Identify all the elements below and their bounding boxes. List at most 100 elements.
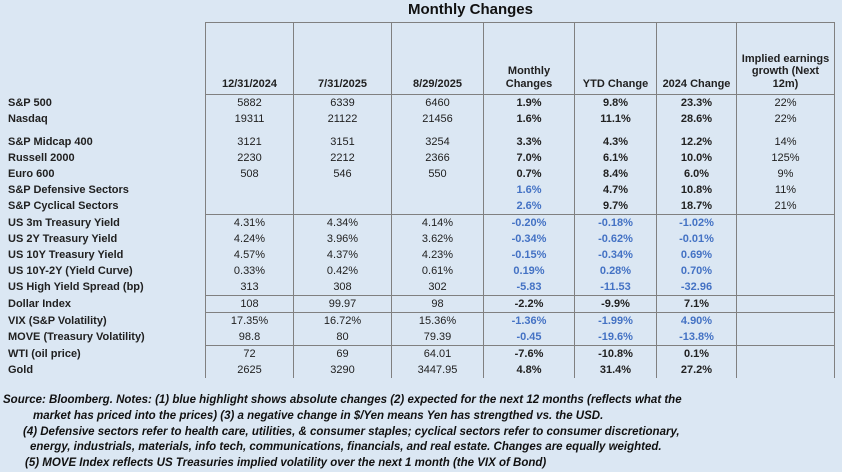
- cell: 3.3%: [483, 134, 574, 150]
- cell: [205, 198, 293, 215]
- cell: -13.8%: [656, 329, 736, 346]
- cell: [736, 346, 835, 362]
- column-header: 12/31/2024: [205, 22, 293, 95]
- cell: 1.6%: [483, 182, 574, 198]
- cell: -1.36%: [483, 313, 574, 329]
- cell: 1.9%: [483, 95, 574, 111]
- cell: 22%: [736, 95, 835, 111]
- cell: 23.3%: [656, 95, 736, 111]
- cell: 17.35%: [205, 313, 293, 329]
- row-label: US 10Y Treasury Yield: [8, 249, 124, 261]
- column-header: YTD Change: [574, 22, 656, 95]
- cell: -32.96: [656, 279, 736, 296]
- cell: 31.4%: [574, 362, 656, 378]
- cell: 2625: [205, 362, 293, 378]
- column-header: 7/31/2025: [293, 22, 391, 95]
- cell: 4.3%: [574, 134, 656, 150]
- cell: [736, 279, 835, 296]
- cell: -9.9%: [574, 296, 656, 313]
- cell: 6460: [391, 95, 483, 111]
- cell: 15.36%: [391, 313, 483, 329]
- row-label: S&P Midcap 400: [8, 136, 93, 148]
- cell: 0.7%: [483, 166, 574, 182]
- row-label: Russell 2000: [8, 152, 75, 164]
- cell: -0.34%: [483, 231, 574, 247]
- spacer-cell: [656, 127, 736, 134]
- cell: 18.7%: [656, 198, 736, 215]
- cell: 12.2%: [656, 134, 736, 150]
- row-label: MOVE (Treasury Volatility): [8, 331, 145, 343]
- cell: 4.23%: [391, 247, 483, 263]
- cell: 4.57%: [205, 247, 293, 263]
- cell: [293, 182, 391, 198]
- cell: -7.6%: [483, 346, 574, 362]
- cell: 4.7%: [574, 182, 656, 198]
- spacer-cell: [293, 127, 391, 134]
- cell: -0.15%: [483, 247, 574, 263]
- cell: 2230: [205, 150, 293, 166]
- spacer: [5, 127, 205, 134]
- row-label: S&P Cyclical Sectors: [8, 200, 119, 212]
- cell: 6339: [293, 95, 391, 111]
- column-header: Implied earnings growth (Next 12m): [736, 22, 835, 95]
- cell: 313: [205, 279, 293, 296]
- cell: 0.42%: [293, 263, 391, 279]
- spacer-cell: [574, 127, 656, 134]
- header-stub: [5, 22, 205, 95]
- cell: 2366: [391, 150, 483, 166]
- column-header: 2024 Change: [656, 22, 736, 95]
- cell: 508: [205, 166, 293, 182]
- cell: 2212: [293, 150, 391, 166]
- cell: 21456: [391, 111, 483, 127]
- cell: 4.90%: [656, 313, 736, 329]
- column-header: 8/29/2025: [391, 22, 483, 95]
- cell: 0.19%: [483, 263, 574, 279]
- cell: 9.7%: [574, 198, 656, 215]
- cell: 9.8%: [574, 95, 656, 111]
- cell: [736, 313, 835, 329]
- row-label: Nasdaq: [8, 113, 48, 125]
- row-label: WTI (oil price): [8, 348, 81, 360]
- row-label: US 2Y Treasury Yield: [8, 233, 118, 245]
- cell: 21122: [293, 111, 391, 127]
- cell: 72: [205, 346, 293, 362]
- cell: -0.34%: [574, 247, 656, 263]
- cell: 4.31%: [205, 215, 293, 231]
- cell: 4.24%: [205, 231, 293, 247]
- cell: [391, 198, 483, 215]
- chart-title: Monthly Changes: [407, 1, 533, 18]
- cell: 1.6%: [483, 111, 574, 127]
- cell: 7.0%: [483, 150, 574, 166]
- cell: [293, 198, 391, 215]
- row-label: VIX (S&P Volatility): [8, 315, 107, 327]
- spacer-cell: [736, 127, 835, 134]
- cell: 6.0%: [656, 166, 736, 182]
- cell: [736, 263, 835, 279]
- data-table: 12/31/2024 7/31/2025 8/29/2025 Monthly Chan…: [5, 22, 835, 378]
- cell: [391, 182, 483, 198]
- cell: 4.14%: [391, 215, 483, 231]
- cell: -0.62%: [574, 231, 656, 247]
- cell: 4.37%: [293, 247, 391, 263]
- cell: 0.70%: [656, 263, 736, 279]
- cell: [736, 296, 835, 313]
- cell: 4.8%: [483, 362, 574, 378]
- spacer-cell: [205, 127, 293, 134]
- cell: 98.8: [205, 329, 293, 346]
- cell: 21%: [736, 198, 835, 215]
- cell: 2.6%: [483, 198, 574, 215]
- cell: -0.20%: [483, 215, 574, 231]
- cell: 14%: [736, 134, 835, 150]
- cell: [736, 215, 835, 231]
- cell: 28.6%: [656, 111, 736, 127]
- cell: 80: [293, 329, 391, 346]
- cell: 8.4%: [574, 166, 656, 182]
- cell: 3151: [293, 134, 391, 150]
- spacer-cell: [483, 127, 574, 134]
- cell: 98: [391, 296, 483, 313]
- cell: 550: [391, 166, 483, 182]
- note-line: (4) Defensive sectors refer to health ca…: [23, 425, 680, 438]
- column-header: Monthly Changes: [483, 22, 574, 95]
- cell: [205, 182, 293, 198]
